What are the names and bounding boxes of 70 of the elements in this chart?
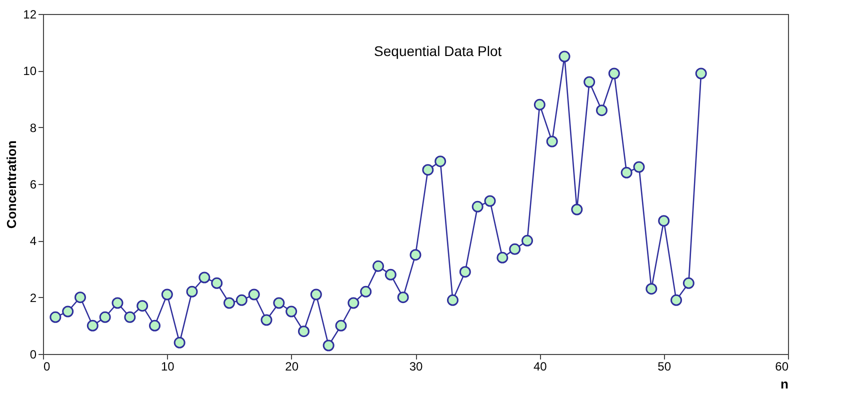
point [62, 306, 74, 318]
point [534, 98, 546, 110]
point [174, 336, 186, 348]
point [186, 286, 198, 298]
point [584, 76, 596, 88]
point [509, 243, 521, 255]
point [384, 268, 396, 280]
point [682, 277, 694, 289]
y-tick-label: 8 [30, 120, 37, 135]
point [74, 292, 86, 304]
point [546, 136, 558, 148]
point [422, 164, 434, 176]
point [211, 277, 223, 289]
point [360, 286, 372, 298]
point [472, 200, 484, 212]
point [447, 294, 458, 306]
point [260, 314, 272, 326]
point [273, 297, 285, 309]
y-tick-label: 12 [23, 8, 37, 22]
point [286, 306, 298, 318]
text: Sequential Data Plot [374, 43, 502, 59]
point [633, 161, 645, 173]
y-tick-label: 10 [23, 64, 37, 78]
point [571, 204, 583, 216]
x-tick-label: 60 [775, 360, 789, 374]
x-tick-label: 40 [533, 360, 548, 374]
point [522, 234, 533, 246]
point [620, 166, 632, 178]
point [496, 252, 508, 264]
point [372, 260, 384, 272]
point [50, 311, 62, 323]
point [310, 288, 322, 300]
point [248, 288, 260, 300]
point [99, 311, 111, 323]
point [484, 195, 496, 207]
point [596, 104, 608, 116]
point [434, 156, 446, 168]
y-tick-label: 4 [30, 234, 37, 248]
x-tick-label: 20 [285, 360, 299, 374]
point [124, 311, 136, 323]
point [149, 320, 160, 332]
point [670, 294, 682, 306]
point [86, 320, 98, 332]
x-tick-label: 10 [160, 360, 175, 374]
y-tick-label: 6 [30, 178, 37, 192]
point [608, 68, 620, 80]
x-axis-title: n [780, 376, 789, 392]
point [322, 340, 334, 352]
point [161, 288, 173, 300]
point [236, 294, 248, 306]
point [558, 50, 570, 62]
point [658, 215, 670, 227]
y-tick-label: 0 [30, 348, 37, 362]
point [198, 272, 210, 284]
y-tick-label: 2 [30, 290, 37, 305]
x-tick-label: 0 [44, 360, 50, 374]
x-tick-label: 30 [409, 360, 423, 374]
point [459, 266, 471, 278]
point [695, 68, 707, 80]
point [410, 249, 422, 261]
point [335, 320, 347, 332]
point [112, 297, 124, 309]
point [136, 300, 148, 312]
x-tick-label: 50 [658, 360, 672, 374]
point [224, 297, 235, 309]
point [298, 326, 310, 338]
point [348, 297, 360, 309]
point [397, 292, 409, 304]
point [646, 283, 658, 295]
y-axis-title: Concentration [4, 140, 20, 229]
